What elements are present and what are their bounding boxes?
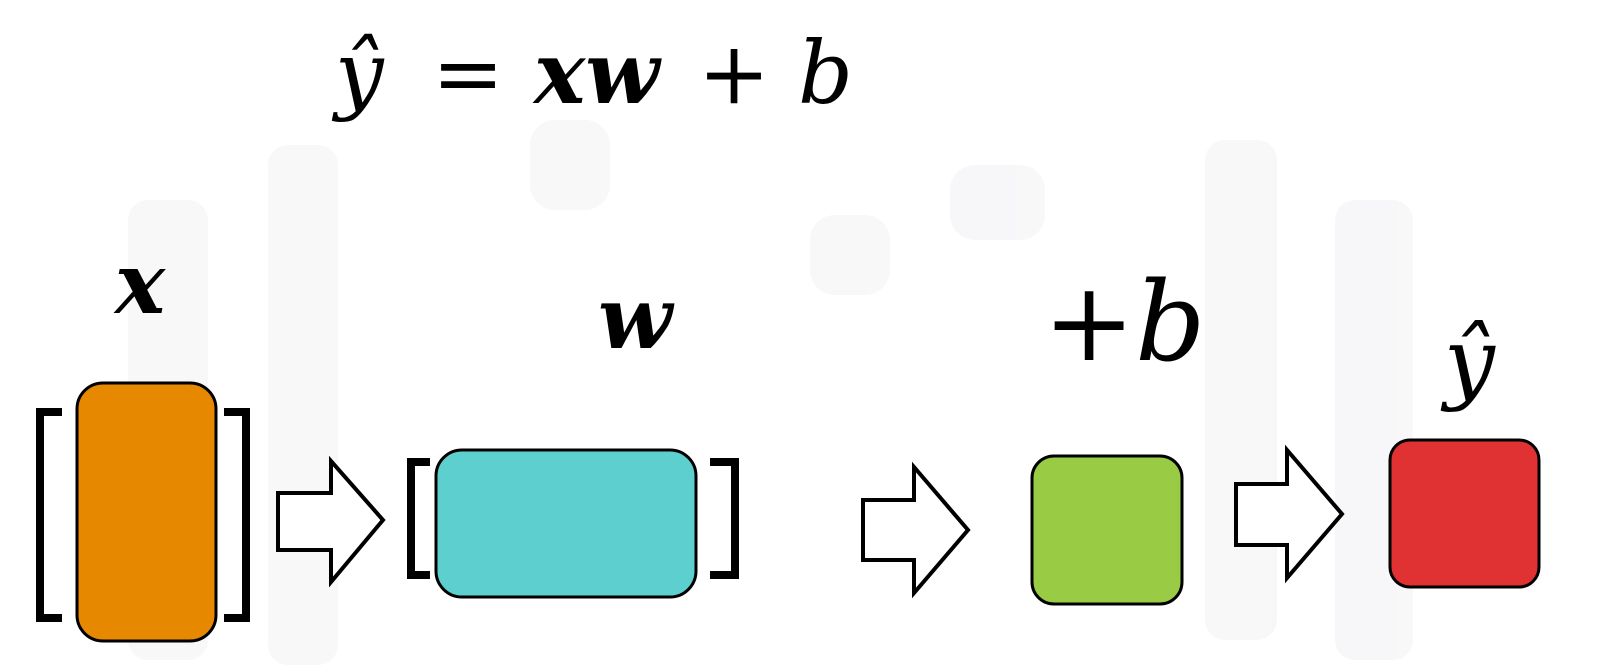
label-w: w [598, 268, 675, 369]
label-plus-b: +b [1043, 258, 1206, 386]
equation-equals: = [432, 24, 504, 124]
background-decoration [128, 120, 1413, 665]
x-block [75, 381, 218, 643]
arrow-icon [276, 455, 386, 588]
y-hat-block [1388, 438, 1541, 589]
label-x: x [113, 234, 166, 333]
bracket-left-icon [407, 458, 430, 579]
bracket-right-icon [224, 408, 250, 622]
equation-xw: xw [532, 23, 662, 124]
equation-plus: + [698, 24, 770, 124]
w-vector [407, 448, 739, 599]
x-vector [36, 381, 250, 643]
bracket-left-icon [36, 408, 62, 622]
arrow-icon [861, 461, 971, 599]
equation: ŷ = xw + b [331, 23, 853, 124]
b-block [1030, 454, 1184, 606]
equation-b: b [798, 24, 853, 124]
equation-y-hat: ŷ [331, 24, 385, 124]
arrow-icon [1234, 444, 1345, 584]
w-block [434, 448, 698, 599]
bracket-right-icon [710, 458, 739, 579]
label-y-hat: ŷ [1440, 309, 1496, 414]
